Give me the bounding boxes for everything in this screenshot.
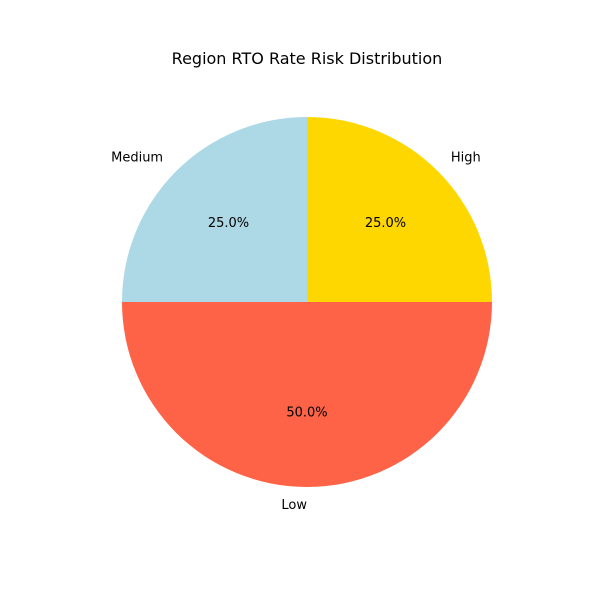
pie-slice-medium — [122, 117, 307, 302]
slice-label-medium: Medium — [111, 151, 163, 166]
slice-percent-high: 25.0% — [365, 216, 406, 231]
pie-slice-low — [122, 302, 492, 487]
pie-labels: Medium 25.0% Low 50.0% High 25.0% — [111, 151, 481, 513]
chart-title: Region RTO Rate Risk Distribution — [172, 49, 443, 68]
slice-label-low: Low — [281, 498, 307, 513]
pie-slices — [122, 117, 492, 487]
slice-percent-medium: 25.0% — [208, 216, 249, 231]
slice-percent-low: 50.0% — [286, 406, 327, 421]
pie-slice-high — [307, 117, 492, 302]
slice-label-high: High — [451, 151, 481, 166]
